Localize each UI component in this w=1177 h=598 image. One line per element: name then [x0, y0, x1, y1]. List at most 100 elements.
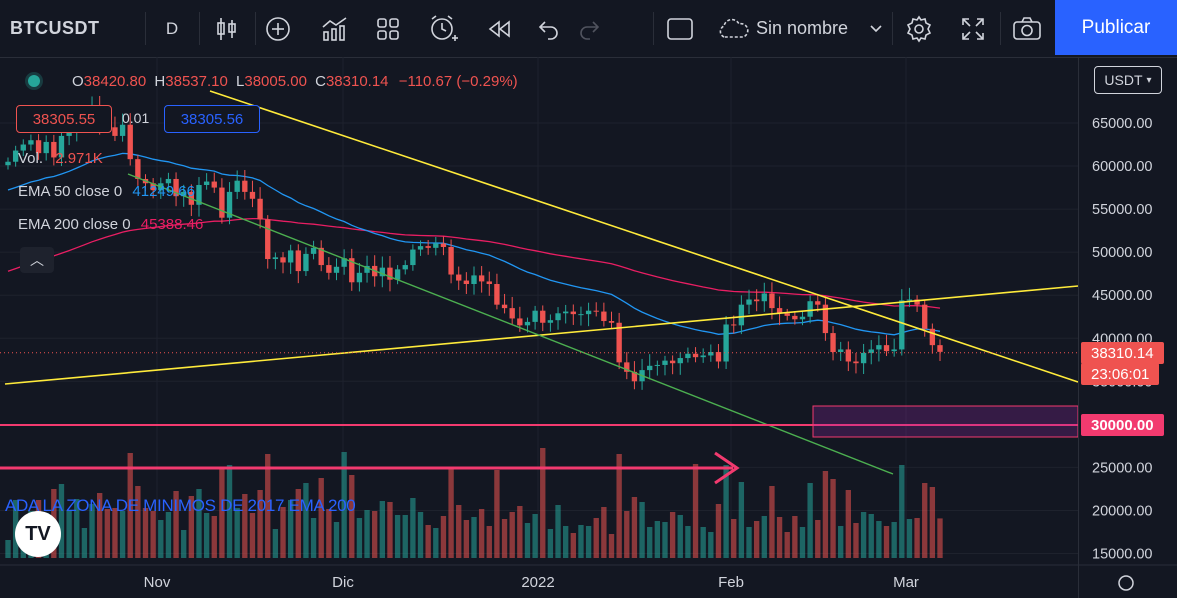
- candle-body: [410, 249, 416, 266]
- candle-body: [20, 144, 26, 151]
- candle-body: [807, 301, 813, 317]
- toolbar-divider: [145, 12, 146, 45]
- settings-icon[interactable]: [902, 0, 936, 57]
- symbol-button[interactable]: BTCUSDT: [10, 18, 100, 38]
- redo-icon[interactable]: [572, 0, 606, 57]
- candle-body: [295, 250, 301, 272]
- volume-bar: [364, 510, 370, 558]
- layout-name[interactable]: Sin nombre: [756, 18, 849, 38]
- volume-bar: [303, 483, 309, 558]
- publish-button[interactable]: Publicar: [1055, 0, 1177, 55]
- indicators-icon[interactable]: [316, 0, 354, 57]
- volume-bar: [494, 470, 500, 558]
- volume-bar: [66, 510, 72, 558]
- candle-body: [715, 352, 722, 362]
- candle-body: [868, 349, 874, 353]
- volume-bar: [723, 465, 729, 558]
- volume-bar: [654, 521, 661, 558]
- candle-body: [58, 135, 65, 158]
- volume-bar: [341, 452, 347, 558]
- candle-body: [838, 349, 844, 353]
- interval-button[interactable]: D: [165, 18, 179, 38]
- candle-body: [761, 293, 767, 302]
- chevron-down-icon[interactable]: [866, 0, 886, 57]
- price-chart[interactable]: 65000.00 60000.00 55000.00 50000.00 45000.00…: [0, 57, 1177, 598]
- volume-bar: [540, 448, 546, 558]
- sell-price-button[interactable]: 38305.55: [16, 105, 112, 133]
- candle-body: [456, 274, 462, 281]
- alert-icon[interactable]: [425, 0, 463, 57]
- volume-bar: [89, 504, 95, 558]
- candle-body: [5, 161, 11, 166]
- candle-body: [471, 275, 477, 285]
- volume-bar: [616, 454, 622, 558]
- volume-bar: [899, 465, 905, 558]
- candle-body: [249, 191, 256, 199]
- volume-bar: [425, 525, 431, 558]
- volume-legend[interactable]: Vol. 2.971K: [18, 150, 103, 167]
- candle-body: [654, 364, 661, 366]
- x-tick-label: Dic: [332, 574, 354, 591]
- collapse-legend-button[interactable]: ︿: [20, 247, 54, 273]
- candle-body: [12, 150, 19, 162]
- layout-grid-icon[interactable]: [371, 0, 405, 57]
- volume-bar: [853, 523, 859, 558]
- candle-body: [501, 304, 508, 309]
- volume-bar: [761, 516, 767, 558]
- volume-bar: [784, 532, 790, 558]
- ascending-trendline: [4, 285, 1079, 385]
- candle-body: [937, 345, 943, 352]
- support-zone-box: [812, 405, 1079, 438]
- toolbar-divider: [892, 12, 893, 45]
- volume-bar: [188, 496, 195, 558]
- candle-body: [234, 180, 240, 192]
- volume-bar: [876, 521, 882, 558]
- candle-body: [883, 345, 890, 352]
- candle-body: [173, 178, 179, 197]
- volume-bar: [387, 502, 393, 558]
- volume-bar: [883, 526, 890, 558]
- ema200-value: 45388.46: [140, 216, 204, 233]
- volume-bar: [929, 487, 936, 558]
- candle-body: [532, 310, 538, 322]
- volume-bar: [601, 507, 607, 558]
- ema200-legend[interactable]: EMA 200 close 0 45388.46: [18, 216, 203, 233]
- candle-body: [799, 316, 806, 320]
- candle-body: [51, 141, 57, 158]
- candle-body: [876, 345, 882, 350]
- volume-bar: [669, 512, 676, 558]
- add-indicator-icon[interactable]: [261, 0, 295, 57]
- candle-body: [66, 131, 72, 136]
- candle-body: [830, 333, 836, 353]
- undo-icon[interactable]: [532, 0, 566, 57]
- currency-selector[interactable]: USDT ▾: [1094, 66, 1162, 94]
- candle-body: [685, 353, 691, 359]
- volume-bar: [914, 518, 920, 558]
- candle-body: [853, 361, 859, 364]
- buy-price-button[interactable]: 38305.56: [164, 105, 260, 133]
- fullscreen-box-icon[interactable]: [663, 0, 697, 57]
- price-scale-border: [1078, 57, 1079, 598]
- fullscreen-icon[interactable]: [956, 0, 990, 57]
- candle-body: [929, 328, 936, 346]
- candle-body: [310, 247, 317, 254]
- candle-body: [394, 269, 401, 280]
- candle-body: [287, 250, 294, 263]
- volume-bar: [135, 486, 141, 558]
- volume-bar: [96, 493, 103, 558]
- ema50-legend[interactable]: EMA 50 close 0 41249.66: [18, 183, 195, 200]
- candle-body: [700, 355, 706, 358]
- chart-annotation-text[interactable]: ADA LA ZONA DE MINIMOS DE 2017 EMA 200: [5, 496, 356, 515]
- ema200-line: [7, 217, 941, 309]
- candle-body: [784, 313, 790, 316]
- status-dot-icon: [28, 75, 40, 87]
- candle-body: [662, 360, 668, 365]
- volume-bar: [807, 483, 813, 558]
- chevron-down-icon: ▾: [1146, 74, 1152, 86]
- camera-icon[interactable]: [1010, 0, 1044, 57]
- candles-icon[interactable]: [210, 0, 244, 57]
- candle-body: [815, 301, 821, 305]
- volume-bar: [501, 519, 508, 558]
- volume-bar: [685, 526, 691, 558]
- replay-icon[interactable]: [482, 0, 516, 57]
